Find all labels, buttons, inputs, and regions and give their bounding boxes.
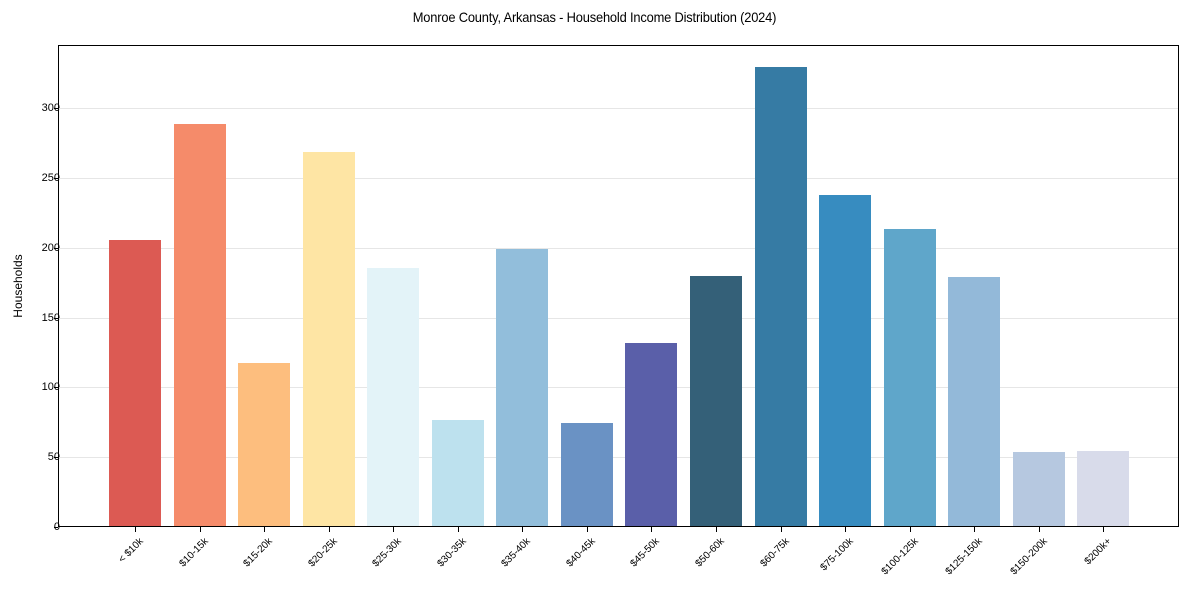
plot-area xyxy=(58,45,1179,527)
gridline xyxy=(59,247,1178,249)
x-tick-mark xyxy=(974,527,976,532)
gridline xyxy=(59,387,1178,389)
x-tick-mark xyxy=(715,527,717,532)
bar[interactable] xyxy=(302,151,355,526)
bar[interactable] xyxy=(560,422,613,526)
y-tick-label: 300 xyxy=(41,102,60,114)
x-tick-label: $10-15k xyxy=(176,536,211,570)
x-tick-label: $125-150k xyxy=(943,536,985,578)
x-tick-label: $60-75k xyxy=(757,536,792,570)
bar[interactable] xyxy=(754,66,807,526)
bar[interactable] xyxy=(689,276,742,526)
x-tick-label: $75-100k xyxy=(818,536,856,574)
gridline xyxy=(59,457,1178,459)
bar[interactable] xyxy=(109,239,161,526)
y-tick-mark xyxy=(54,177,58,179)
y-tick-mark xyxy=(54,317,58,319)
gridline xyxy=(59,317,1178,319)
bar[interactable] xyxy=(819,195,872,526)
bar[interactable] xyxy=(367,267,420,526)
x-tick-mark xyxy=(780,527,782,532)
y-tick-mark xyxy=(54,108,58,109)
y-tick-mark xyxy=(54,457,58,459)
bar[interactable] xyxy=(496,249,549,526)
x-tick-mark xyxy=(1103,527,1105,532)
x-tick-label: $20-25k xyxy=(306,536,340,570)
bar[interactable] xyxy=(948,277,1001,526)
y-axis-label: Households xyxy=(11,254,25,318)
bar[interactable] xyxy=(431,419,484,526)
x-tick-label: $30-35k xyxy=(435,536,469,570)
chart-title: Monroe County, Arkansas - Household Inco… xyxy=(412,9,777,25)
x-tick-mark xyxy=(522,527,524,532)
x-tick-label: $100-125k xyxy=(879,536,921,578)
bar[interactable] xyxy=(1077,450,1130,526)
x-tick-mark xyxy=(135,527,136,532)
bar[interactable] xyxy=(625,343,678,526)
y-tick-label: 150 xyxy=(41,311,60,324)
x-tick-mark xyxy=(586,527,588,532)
x-tick-mark xyxy=(845,527,847,532)
bar[interactable] xyxy=(173,123,226,526)
y-tick-label: 250 xyxy=(41,171,60,184)
x-tick-label: $200k+ xyxy=(1082,536,1115,568)
x-tick-mark xyxy=(457,527,459,532)
bar[interactable] xyxy=(238,362,291,526)
x-tick-label: $35-40k xyxy=(499,536,534,570)
y-tick-mark xyxy=(54,247,58,249)
x-tick-mark xyxy=(199,527,201,532)
y-tick-label: 100 xyxy=(41,381,60,394)
x-tick-mark xyxy=(264,527,266,532)
x-tick-label: $15-20k xyxy=(241,536,275,570)
x-tick-label: $50-60k xyxy=(693,536,727,570)
x-tick-label: $40-45k xyxy=(564,536,598,570)
x-tick-mark xyxy=(393,527,395,532)
x-tick-label: $25-30k xyxy=(370,536,404,570)
x-tick-mark xyxy=(651,527,653,532)
x-tick-mark xyxy=(909,527,911,532)
y-tick-mark xyxy=(54,387,58,389)
gridline xyxy=(59,108,1178,109)
y-tick-label: 50 xyxy=(47,451,60,464)
x-tick-label: $45-50k xyxy=(628,536,663,570)
bar[interactable] xyxy=(883,228,936,526)
x-tick-mark xyxy=(1038,527,1040,532)
bar[interactable] xyxy=(1012,451,1065,526)
gridline xyxy=(59,177,1178,179)
x-tick-label: $150-200k xyxy=(1008,536,1050,578)
y-tick-mark xyxy=(54,527,58,528)
x-tick-label: < $10k xyxy=(116,536,146,566)
x-tick-mark xyxy=(328,527,330,532)
y-tick-label: 200 xyxy=(41,241,60,254)
y-tick-label: 0 xyxy=(53,521,60,533)
